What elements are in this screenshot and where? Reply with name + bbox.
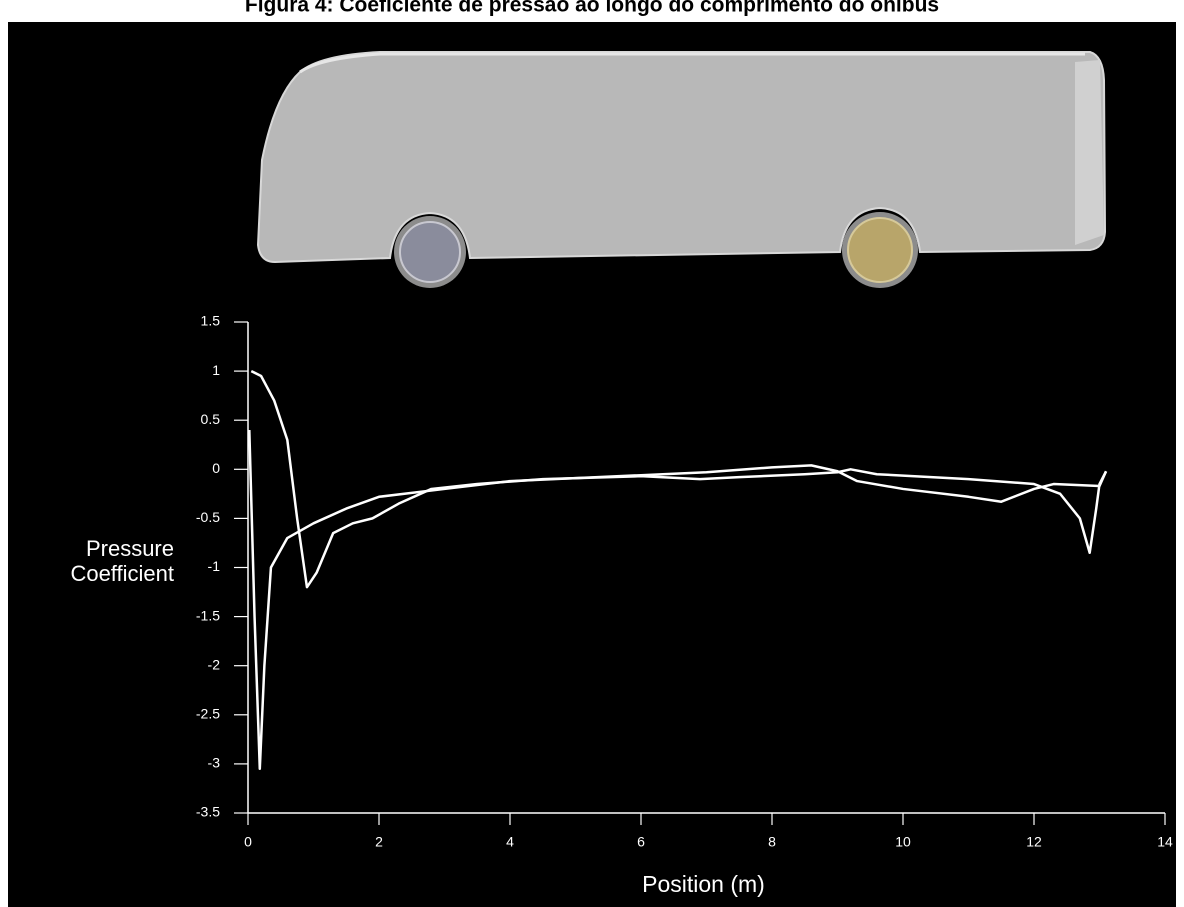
y-tick-label: 1.5 (201, 313, 221, 329)
y-tick-label: -2.5 (196, 706, 220, 722)
y-tick-label: -0.5 (196, 509, 220, 525)
rear-wheel (848, 218, 912, 282)
y-tick-label: 1 (212, 362, 220, 378)
y-axis-label: Pressure (86, 536, 174, 561)
y-tick-label: 0.5 (201, 411, 221, 427)
x-tick-label: 6 (637, 834, 645, 850)
x-tick-label: 14 (1157, 834, 1173, 850)
bus-body (258, 52, 1105, 262)
figure: Figura 4: Coeficiente de pressão ao long… (0, 0, 1184, 907)
y-tick-label: -2 (208, 656, 221, 672)
caption: Figura 4: Coeficiente de pressão ao long… (245, 0, 939, 17)
y-tick-label: -1.5 (196, 607, 220, 623)
x-tick-label: 2 (375, 834, 383, 850)
y-tick-label: -3.5 (196, 804, 220, 820)
page: {"caption": "Figura 4: Coeficiente de pr… (0, 0, 1184, 907)
y-tick-label: -3 (208, 755, 221, 771)
x-tick-label: 12 (1026, 834, 1042, 850)
front-wheel (400, 222, 460, 282)
x-axis-label: Position (m) (642, 871, 765, 897)
x-tick-label: 0 (244, 834, 252, 850)
y-axis-label: Coefficient (70, 561, 174, 586)
y-tick-label: -1 (208, 558, 221, 574)
x-tick-label: 10 (895, 834, 911, 850)
bus-rear (1075, 60, 1104, 245)
x-tick-label: 4 (506, 834, 514, 850)
y-tick-label: 0 (212, 460, 220, 476)
x-tick-label: 8 (768, 834, 776, 850)
